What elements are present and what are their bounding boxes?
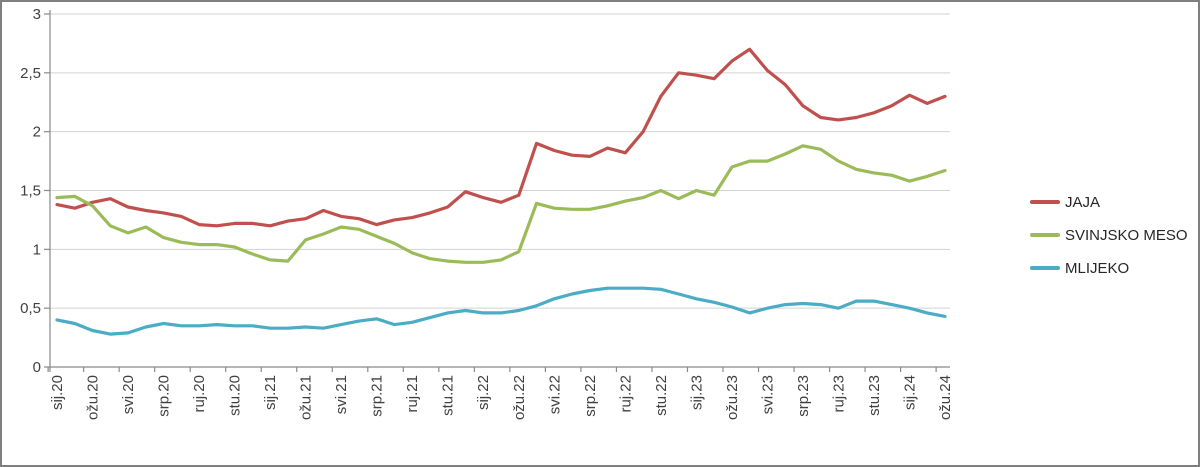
x-tick-label: ožu.23 bbox=[724, 375, 741, 420]
x-tick-label: sij.20 bbox=[49, 375, 66, 410]
x-tick-label: svi.20 bbox=[120, 375, 137, 414]
y-tick-label: 2 bbox=[33, 124, 41, 141]
x-tick-label: svi.22 bbox=[546, 375, 563, 414]
y-tick-label: 3 bbox=[33, 6, 41, 23]
y-tick-label: 1,5 bbox=[20, 183, 41, 200]
x-tick-label: stu.22 bbox=[653, 375, 670, 416]
x-tick-label: srp.20 bbox=[156, 375, 173, 417]
x-tick-label: ožu.21 bbox=[298, 375, 315, 420]
x-tick-label: ruj.22 bbox=[617, 375, 634, 413]
x-tick-label: ruj.20 bbox=[191, 375, 208, 413]
legend-item-svinjsko-meso[interactable]: SVINJSKO MESO bbox=[1030, 225, 1188, 245]
x-tick-label: stu.23 bbox=[866, 375, 883, 416]
legend-swatch-jaja bbox=[1030, 200, 1060, 204]
legend-item-mlijeko[interactable]: MLIJEKO bbox=[1030, 258, 1188, 278]
x-tick-label: ruj.23 bbox=[830, 375, 847, 413]
x-tick-label: ožu.22 bbox=[511, 375, 528, 420]
y-tick-label: 2,5 bbox=[20, 65, 41, 82]
legend-label-mlijeko: MLIJEKO bbox=[1065, 259, 1130, 277]
legend-label-svinjsko-meso: SVINJSKO MESO bbox=[1065, 226, 1188, 244]
x-tick-label: srp.23 bbox=[795, 375, 812, 417]
x-tick-label: sij.24 bbox=[901, 375, 918, 410]
x-tick-label: ožu.24 bbox=[937, 375, 954, 420]
legend: JAJA SVINJSKO MESO MLIJEKO bbox=[1030, 192, 1188, 291]
x-tick-label: stu.20 bbox=[227, 375, 244, 416]
legend-swatch-svinjsko-meso bbox=[1030, 233, 1060, 237]
x-tick-label: sij.21 bbox=[262, 375, 279, 410]
legend-swatch-mlijeko bbox=[1030, 266, 1060, 270]
legend-label-jaja: JAJA bbox=[1065, 193, 1101, 211]
legend-item-jaja[interactable]: JAJA bbox=[1030, 192, 1188, 212]
x-tick-label: srp.21 bbox=[369, 375, 386, 417]
y-tick-label: 0,5 bbox=[20, 300, 41, 317]
x-tick-label: sij.23 bbox=[688, 375, 705, 410]
series-line-svinjsko-meso[interactable] bbox=[55, 144, 947, 264]
y-tick-label: 0 bbox=[33, 359, 41, 376]
x-tick-label: ožu.20 bbox=[85, 375, 102, 420]
x-tick-label: srp.22 bbox=[582, 375, 599, 417]
x-tick-label: stu.21 bbox=[440, 375, 457, 416]
x-tick-label: sij.22 bbox=[475, 375, 492, 410]
series-line-mlijeko[interactable] bbox=[55, 286, 947, 336]
x-tick-label: svi.21 bbox=[333, 375, 350, 414]
x-tick-label: svi.23 bbox=[759, 375, 776, 414]
x-tick-label: ruj.21 bbox=[404, 375, 421, 413]
series-line-jaja[interactable] bbox=[55, 47, 947, 228]
y-tick-label: 1 bbox=[33, 241, 41, 258]
